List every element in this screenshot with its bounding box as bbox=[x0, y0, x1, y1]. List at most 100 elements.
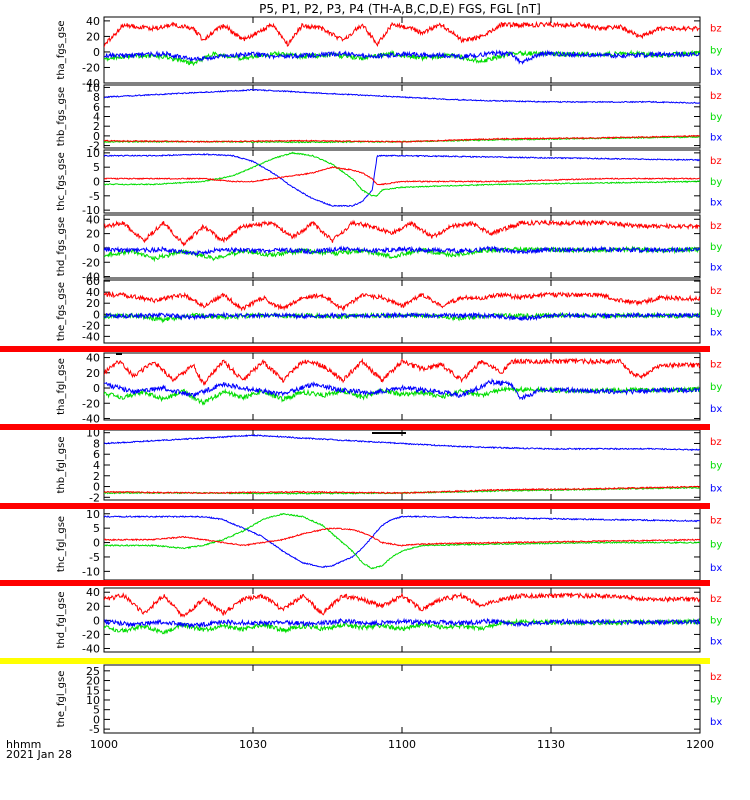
panel-series bbox=[104, 512, 700, 570]
panel-series bbox=[104, 291, 700, 324]
panel-series bbox=[104, 433, 700, 495]
time-axis: 1000 1030 1100 1130 1200 bbox=[90, 738, 714, 751]
y-tick-label: 0 bbox=[93, 130, 100, 143]
y-tick-label: 40 bbox=[86, 213, 100, 226]
status-bar bbox=[0, 503, 710, 509]
legend-by: by bbox=[710, 615, 722, 626]
panel-series bbox=[104, 20, 700, 67]
time-tick-label: 1000 bbox=[90, 738, 118, 751]
y-tick-label: -20 bbox=[82, 61, 100, 74]
series-bx bbox=[104, 433, 700, 452]
y-tick-label: 0 bbox=[93, 176, 100, 189]
y-tick-label: 0 bbox=[93, 614, 100, 627]
y-tick-label: 0 bbox=[93, 481, 100, 494]
series-bx bbox=[104, 88, 700, 105]
time-axis-label-hhmm: hhmm bbox=[6, 738, 41, 751]
y-tick-label: 0 bbox=[93, 713, 100, 726]
status-bar bbox=[0, 658, 710, 664]
y-tick-label: 60 bbox=[86, 275, 100, 288]
y-tick-label: 4 bbox=[93, 111, 100, 124]
y-tick-label: 0 bbox=[93, 308, 100, 321]
y-tick-label: 6 bbox=[93, 101, 100, 114]
y-tick-label: 20 bbox=[86, 297, 100, 310]
legend-by: by bbox=[710, 112, 722, 123]
series-bz bbox=[104, 166, 700, 186]
y-tick-label: -10 bbox=[82, 565, 100, 578]
series-bz bbox=[104, 527, 700, 547]
legend-bx: bx bbox=[710, 328, 722, 339]
legend-bx: bx bbox=[710, 404, 722, 415]
panel-frame bbox=[103, 214, 701, 279]
panel-thd_fgs_gse: 40 200-20 -40 thd_fgs_gse bz by bx bbox=[56, 213, 722, 283]
y-tick-label: 40 bbox=[86, 15, 100, 28]
y-tick-label: 25 bbox=[86, 665, 100, 678]
status-mark bbox=[372, 432, 406, 434]
y-tick-label: 10 bbox=[86, 508, 100, 521]
y-tick-label: 0 bbox=[93, 537, 100, 550]
panel-ylabel: thd_fgs_gse bbox=[56, 217, 67, 276]
legend-bx: bx bbox=[710, 263, 722, 274]
series-bx bbox=[104, 515, 700, 569]
panel-ylabel: tha_fgl_gse bbox=[56, 358, 67, 415]
series-by bbox=[104, 151, 700, 197]
y-tick-label: -20 bbox=[82, 256, 100, 269]
y-tick-label: 40 bbox=[86, 352, 100, 365]
legend-by: by bbox=[710, 460, 722, 471]
y-tick-label: -2 bbox=[89, 491, 100, 504]
panel-ylabel: thc_fgs_gse bbox=[56, 152, 67, 211]
legend-by: by bbox=[710, 177, 722, 188]
y-tick-label: -20 bbox=[82, 397, 100, 410]
panel-ylabel: thc_fgl_gse bbox=[56, 516, 67, 572]
legend-bz: bz bbox=[710, 516, 722, 527]
series-bx bbox=[104, 152, 700, 208]
status-bars bbox=[0, 346, 710, 664]
series-bz bbox=[104, 591, 700, 618]
series-bz bbox=[104, 485, 700, 495]
panel-series bbox=[104, 591, 700, 635]
time-tick-label: 1200 bbox=[686, 738, 714, 751]
panel-series bbox=[104, 219, 700, 263]
y-tick-label: 0 bbox=[93, 382, 100, 395]
panel-frame bbox=[103, 507, 701, 581]
legend-bz: bz bbox=[710, 672, 722, 683]
panel-series bbox=[104, 88, 700, 144]
legend-by: by bbox=[710, 307, 722, 318]
panel-thc_fgl_gse: 105 0-5-10 thc_fgl_gse bz by bx bbox=[56, 507, 722, 581]
legend-bz: bz bbox=[710, 221, 722, 232]
y-tick-label: 20 bbox=[86, 367, 100, 380]
legend-by: by bbox=[710, 539, 722, 550]
legend-bz: bz bbox=[710, 91, 722, 102]
panel-ylabel: thb_fgl_gse bbox=[56, 437, 67, 494]
series-bz bbox=[104, 357, 700, 386]
legend-bz: bz bbox=[710, 24, 722, 35]
y-tick-label: -40 bbox=[82, 330, 100, 343]
legend-bx: bx bbox=[710, 198, 722, 209]
y-tick-label: 2 bbox=[93, 470, 100, 483]
y-tick-label: -5 bbox=[89, 551, 100, 564]
y-tick-label: 40 bbox=[86, 586, 100, 599]
y-tick-label: 20 bbox=[86, 228, 100, 241]
y-tick-label: -5 bbox=[89, 190, 100, 203]
series-bz bbox=[104, 20, 700, 48]
y-tick-label: 0 bbox=[93, 242, 100, 255]
time-tick-label: 1130 bbox=[537, 738, 565, 751]
y-tick-label: 8 bbox=[93, 437, 100, 450]
legend-by: by bbox=[710, 45, 722, 56]
series-bx bbox=[104, 311, 700, 322]
y-tick-label: -10 bbox=[82, 204, 100, 217]
status-bar bbox=[0, 346, 710, 352]
status-bar bbox=[0, 580, 710, 586]
legend-bz: bz bbox=[710, 594, 722, 605]
series-bz bbox=[104, 291, 700, 312]
panel-ylabel: thd_fgl_gse bbox=[56, 592, 67, 649]
y-tick-label: 8 bbox=[93, 91, 100, 104]
y-tick-label: -40 bbox=[82, 412, 100, 425]
panel-frame bbox=[103, 279, 701, 344]
series-bx bbox=[104, 49, 700, 65]
legend-bx: bx bbox=[710, 483, 722, 494]
